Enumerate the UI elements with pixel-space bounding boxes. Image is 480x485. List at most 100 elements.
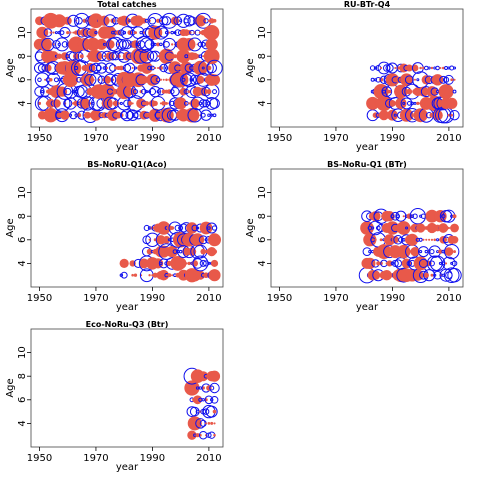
positive-residual-bubble [202, 55, 205, 58]
y-tick-label: 6 [257, 237, 268, 243]
positive-residual-bubble [103, 26, 117, 39]
positive-residual-bubble [80, 28, 89, 37]
positive-residual-bubble [156, 66, 160, 70]
y-tick-label: 6 [17, 77, 28, 83]
positive-residual-bubble [156, 235, 166, 245]
positive-residual-bubble [114, 66, 118, 70]
negative-residual-bubble [206, 101, 212, 106]
positive-residual-bubble [72, 31, 75, 34]
positive-residual-bubble [402, 215, 405, 218]
positive-residual-bubble [433, 238, 437, 242]
positive-residual-bubble [195, 433, 200, 438]
negative-residual-bubble [102, 66, 107, 70]
positive-residual-bubble [374, 238, 377, 242]
negative-residual-bubble [442, 76, 450, 83]
positive-residual-bubble [212, 42, 217, 47]
positive-residual-bubble [450, 78, 454, 82]
positive-residual-bubble [159, 78, 163, 81]
negative-residual-bubble [141, 88, 147, 95]
negative-residual-bubble [119, 110, 129, 120]
x-axis-label: year [116, 302, 139, 313]
x-tick-label: 1990 [140, 293, 165, 304]
negative-residual-bubble [405, 226, 409, 230]
positive-residual-bubble [84, 111, 91, 119]
positive-residual-bubble [89, 50, 103, 63]
positive-residual-bubble [196, 75, 205, 84]
positive-residual-bubble [37, 101, 42, 105]
negative-residual-bubble [436, 90, 440, 94]
negative-residual-bubble [209, 382, 220, 394]
positive-residual-bubble [138, 258, 149, 269]
negative-residual-bubble [391, 259, 399, 267]
negative-residual-bubble [396, 214, 400, 219]
positive-residual-bubble [56, 53, 62, 59]
bubble-group [119, 221, 222, 283]
positive-residual-bubble [73, 100, 79, 107]
positive-residual-bubble [162, 78, 165, 81]
positive-residual-bubble [187, 416, 202, 431]
negative-residual-bubble [210, 395, 219, 404]
negative-residual-bubble [200, 109, 212, 121]
negative-residual-bubble [450, 261, 454, 265]
positive-residual-bubble [205, 422, 208, 425]
positive-residual-bubble [161, 89, 166, 94]
positive-residual-bubble [422, 238, 425, 241]
negative-residual-bubble [398, 237, 404, 243]
positive-residual-bubble [450, 90, 453, 93]
positive-residual-bubble [212, 249, 218, 255]
negative-residual-bubble [451, 260, 458, 267]
positive-residual-bubble [170, 226, 175, 230]
positive-residual-bubble [198, 371, 209, 382]
negative-residual-bubble [90, 62, 102, 74]
negative-residual-bubble [368, 249, 372, 254]
y-axis-label: Age [5, 58, 16, 77]
y-tick-label: 8 [257, 213, 268, 219]
positive-residual-bubble [204, 24, 220, 41]
positive-residual-bubble [125, 89, 129, 94]
negative-residual-bubble [75, 17, 83, 25]
positive-residual-bubble [444, 262, 448, 265]
positive-residual-bubble [205, 38, 218, 51]
negative-residual-bubble [122, 30, 127, 35]
y-tick-label: 10 [257, 26, 268, 39]
negative-residual-bubble [206, 59, 223, 77]
positive-residual-bubble [210, 259, 219, 267]
negative-residual-bubble [429, 249, 435, 255]
y-tick-label: 8 [17, 53, 28, 59]
negative-residual-bubble [198, 54, 203, 59]
bubble-group [358, 208, 462, 284]
negative-residual-bubble [413, 101, 417, 105]
positive-residual-bubble [200, 248, 207, 255]
negative-residual-bubble [207, 226, 211, 230]
positive-residual-bubble [103, 75, 112, 84]
positive-residual-bubble [213, 31, 216, 34]
positive-residual-bubble [373, 84, 389, 100]
panel-title: BS-NoRu-Q1 (BTr) [327, 160, 407, 169]
negative-residual-bubble [179, 19, 183, 23]
negative-residual-bubble [139, 37, 154, 52]
positive-residual-bubble [71, 78, 75, 82]
positive-residual-bubble [443, 225, 449, 231]
positive-residual-bubble [181, 261, 186, 266]
positive-residual-bubble [38, 37, 52, 52]
negative-residual-bubble [212, 89, 218, 95]
positive-residual-bubble [182, 38, 196, 51]
positive-residual-bubble [79, 54, 84, 59]
positive-residual-bubble [174, 257, 187, 270]
positive-residual-bubble [416, 101, 420, 106]
negative-residual-bubble [395, 210, 407, 222]
positive-residual-bubble [406, 233, 419, 246]
negative-residual-bubble [419, 250, 423, 254]
positive-residual-bubble [196, 113, 199, 117]
positive-residual-bubble [408, 250, 411, 253]
negative-residual-bubble [209, 98, 220, 109]
negative-residual-bubble [37, 77, 42, 83]
negative-residual-bubble [418, 237, 423, 242]
positive-residual-bubble [195, 270, 205, 280]
positive-residual-bubble [208, 18, 215, 24]
negative-residual-bubble [119, 101, 123, 105]
negative-residual-bubble [164, 66, 169, 70]
positive-residual-bubble [168, 31, 171, 34]
y-tick-label: 6 [17, 237, 28, 243]
